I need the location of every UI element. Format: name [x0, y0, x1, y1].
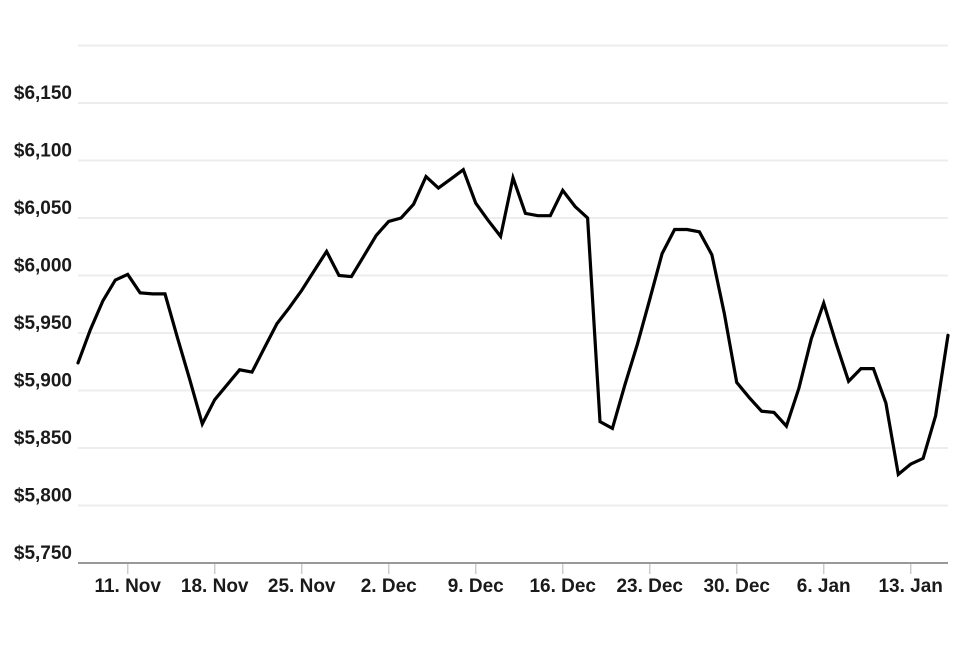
x-axis-label: 16. Dec: [529, 576, 596, 597]
x-axis-label: 2. Dec: [361, 576, 417, 597]
y-axis-label: $5,900: [14, 371, 72, 392]
y-axis-label: $6,000: [14, 256, 72, 277]
plot-area[interactable]: [78, 46, 948, 564]
x-axis-label: 6. Jan: [797, 576, 851, 597]
y-axis-label: $6,150: [14, 83, 72, 104]
y-axis-label: $5,750: [14, 543, 72, 564]
x-axis-label: 30. Dec: [703, 576, 770, 597]
y-axis-label: $5,800: [14, 486, 72, 507]
x-axis-label: 18. Nov: [181, 576, 249, 597]
y-axis-label: $5,850: [14, 428, 72, 449]
y-axis-label: $6,050: [14, 198, 72, 219]
y-axis-label: $6,100: [14, 141, 72, 162]
price-line: [76, 167, 950, 478]
x-axis-label: 13. Jan: [878, 576, 942, 597]
y-axis-label: $5,950: [14, 313, 72, 334]
x-axis-label: 11. Nov: [94, 576, 161, 597]
x-axis-label: 23. Dec: [616, 576, 683, 597]
x-axis-label: 9. Dec: [448, 576, 504, 597]
x-axis-label: 25. Nov: [268, 576, 336, 597]
